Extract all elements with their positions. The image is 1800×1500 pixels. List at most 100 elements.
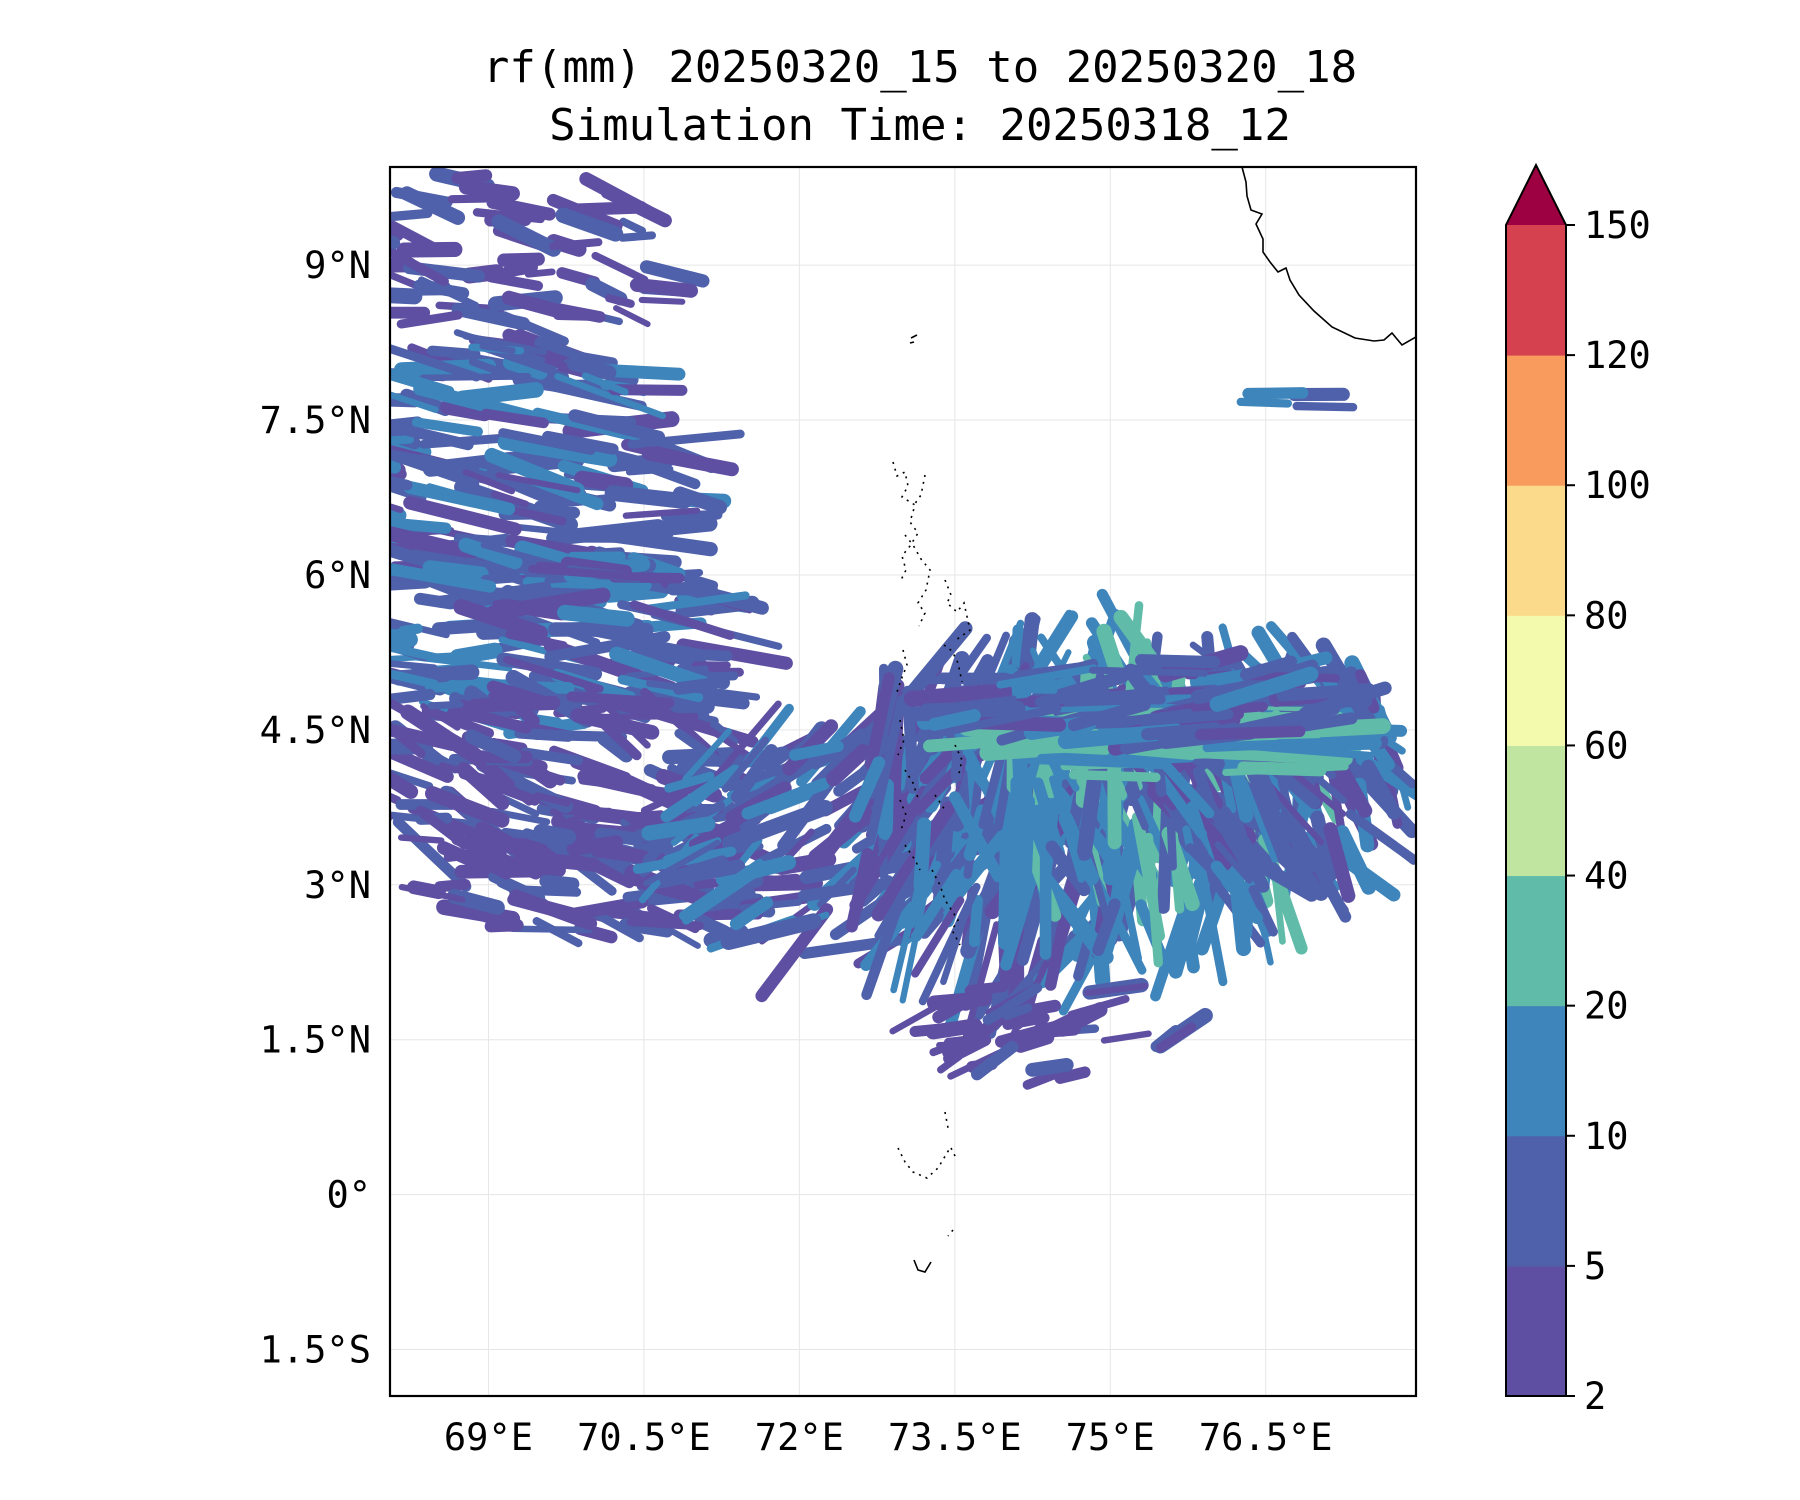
rain-streak — [1025, 1057, 1074, 1077]
rain-streak — [968, 895, 984, 948]
rain-streak — [1286, 829, 1317, 874]
rain-streak — [390, 770, 419, 799]
rain-streak — [440, 399, 493, 422]
lat-tick-label: 6°N — [304, 554, 371, 597]
rain-streak — [390, 632, 404, 645]
rain-streak — [663, 837, 722, 863]
rain-streak — [1013, 1030, 1055, 1053]
rain-streak — [721, 736, 769, 793]
rain-streak — [433, 581, 552, 608]
rain-streak — [486, 680, 554, 710]
rain-streak — [495, 472, 581, 494]
rain-streak — [390, 676, 391, 682]
rain-streak — [1092, 898, 1121, 957]
rain-streak — [542, 430, 619, 455]
colorbar-segment — [1506, 1005, 1566, 1137]
rain-streak — [390, 562, 497, 593]
rain-streak — [502, 355, 548, 380]
rain-streak — [713, 700, 782, 780]
rain-streak — [1310, 718, 1391, 738]
rain-streak — [390, 639, 401, 649]
rain-streak — [544, 630, 671, 663]
rain-streak — [532, 917, 583, 948]
rain-streak — [390, 344, 481, 382]
rain-streak — [1032, 777, 1065, 859]
longitude-axis: 69°E 70.5°E 72°E 73.5°E 75°E 76.5°E — [444, 1416, 1333, 1459]
rain-streak — [548, 622, 654, 638]
rain-streak — [421, 705, 495, 739]
rain-streak — [449, 642, 503, 665]
addu-atoll — [913, 1259, 932, 1273]
rain-streak — [1288, 817, 1352, 923]
rain-streak — [546, 519, 666, 546]
rain-streak — [398, 883, 466, 903]
rain-streak — [502, 261, 538, 278]
colorbar-segment — [1506, 615, 1566, 746]
rain-streak — [524, 268, 556, 278]
rain-streak — [789, 740, 844, 761]
rain-streak — [1196, 745, 1353, 766]
lat-tick-label: 7.5°N — [260, 399, 371, 442]
rain-streak — [1044, 867, 1081, 991]
rain-streak — [1210, 860, 1264, 924]
rain-streak — [400, 388, 452, 417]
rain-streak — [629, 277, 699, 298]
rain-streak — [1202, 738, 1314, 753]
rain-streak — [390, 245, 449, 287]
rain-streak — [390, 482, 427, 503]
rain-streak — [390, 435, 415, 445]
rain-streak — [462, 469, 516, 495]
rain-streak — [566, 356, 617, 380]
rain-streak — [390, 287, 423, 305]
map-frame — [388, 165, 1418, 1398]
rain-streak — [851, 803, 914, 911]
rain-streak — [577, 769, 658, 799]
rain-streak — [458, 768, 541, 806]
rain-streak — [1088, 666, 1208, 677]
rain-streak — [533, 823, 577, 845]
lon-tick-label: 73.5°E — [888, 1416, 1022, 1459]
lat-tick-label: 3°N — [304, 864, 371, 907]
rain-streak — [1209, 666, 1319, 712]
rain-streak — [958, 983, 994, 1011]
rain-streak — [613, 305, 651, 328]
rain-streak — [1049, 775, 1085, 883]
rain-streak — [639, 260, 710, 288]
chart-subtitle: Simulation Time: 20250318_12 — [549, 100, 1291, 151]
rain-streak — [390, 225, 405, 241]
rain-streak — [413, 279, 470, 299]
rain-streak — [638, 296, 686, 305]
rain-streak — [1278, 833, 1298, 885]
rain-streak — [390, 525, 479, 561]
rain-streak — [458, 537, 523, 570]
rain-streak — [560, 556, 632, 578]
rain-streak — [1045, 840, 1091, 897]
rain-streak — [396, 423, 474, 451]
rain-streak — [390, 542, 450, 557]
rain-streak — [570, 708, 660, 740]
maldives-south-atolls — [897, 1111, 957, 1237]
rain-streak — [1236, 397, 1292, 408]
colorbar-segment — [1506, 485, 1566, 616]
rain-streak — [1276, 683, 1376, 702]
rain-streak — [390, 812, 393, 823]
rain-streak — [1242, 387, 1309, 400]
rain-streak — [458, 179, 520, 201]
rain-streak — [629, 600, 735, 640]
rain-streak — [1002, 1012, 1050, 1030]
colorbar-label: 40 — [1584, 855, 1629, 898]
rain-streak — [741, 777, 830, 820]
rain-streak — [1194, 725, 1306, 741]
rain-streak — [480, 572, 522, 585]
rain-streak — [479, 850, 523, 871]
rain-streak — [641, 816, 716, 841]
india-sri-lanka-coastline — [1241, 167, 1416, 347]
rain-streak — [1334, 825, 1376, 895]
colorbar-label: 100 — [1584, 464, 1651, 507]
rain-streak — [566, 691, 675, 708]
colorbar-segment — [1506, 1135, 1566, 1267]
rain-streak — [501, 290, 566, 319]
rain-streak — [491, 490, 530, 508]
rain-streak — [445, 899, 492, 923]
rain-streak — [1125, 784, 1149, 831]
